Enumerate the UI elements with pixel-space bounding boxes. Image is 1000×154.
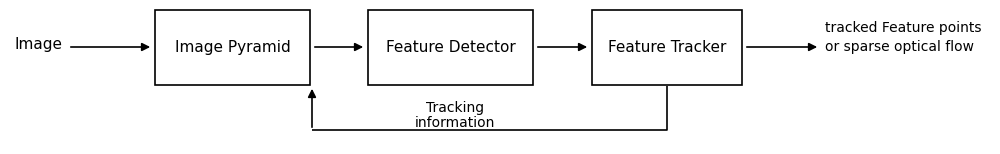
Bar bbox=[368, 10, 533, 85]
Text: Feature Tracker: Feature Tracker bbox=[608, 40, 726, 55]
Bar bbox=[155, 10, 310, 85]
Text: Image: Image bbox=[14, 36, 62, 51]
Text: Feature Detector: Feature Detector bbox=[386, 40, 515, 55]
Text: or sparse optical flow: or sparse optical flow bbox=[825, 40, 974, 54]
Text: tracked Feature points: tracked Feature points bbox=[825, 21, 982, 35]
Text: Tracking: Tracking bbox=[426, 101, 484, 115]
Bar bbox=[592, 10, 742, 85]
Text: information: information bbox=[415, 116, 495, 130]
Text: Image Pyramid: Image Pyramid bbox=[175, 40, 290, 55]
